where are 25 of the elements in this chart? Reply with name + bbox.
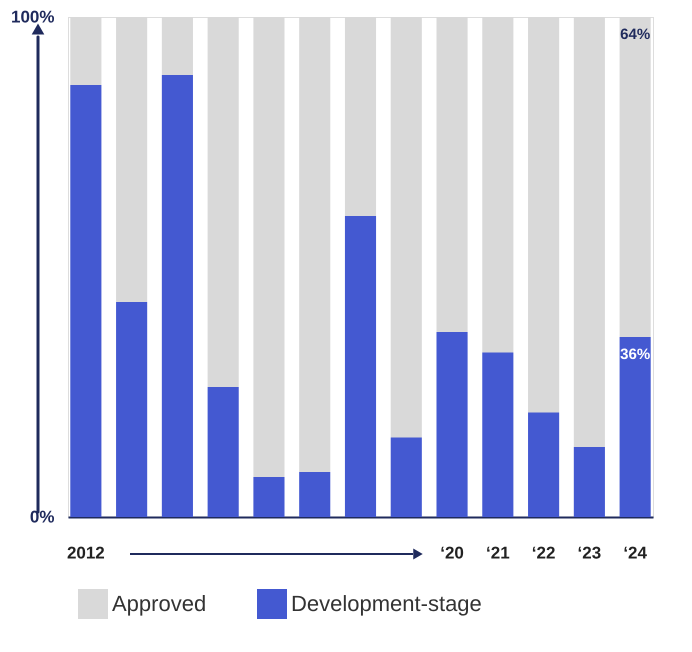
x-tick-label: ‘23 (578, 544, 602, 562)
legend-label: Approved (112, 591, 206, 616)
y-tick-label: 0% (30, 508, 54, 526)
bar (436, 332, 468, 517)
y-tick-label: 100% (11, 8, 54, 26)
bar (70, 85, 102, 517)
x-tick-label: ‘21 (486, 544, 510, 562)
legend-label: Development-stage (291, 591, 482, 616)
bar (162, 75, 193, 517)
bar (116, 302, 148, 517)
bar (253, 477, 285, 517)
x-tick-label: 2012 (66, 544, 105, 562)
x-tick-label: ‘22 (532, 544, 556, 562)
x-tick-label: ‘20 (440, 544, 464, 562)
bar (528, 412, 560, 517)
bar (208, 387, 239, 517)
bar (344, 216, 376, 517)
bar (390, 438, 422, 517)
bar (299, 472, 330, 517)
x-tick-label: ‘24 (623, 544, 648, 562)
bar (620, 337, 651, 517)
bar (574, 447, 605, 517)
data-label: 36% (620, 346, 650, 363)
data-label: 64% (620, 26, 650, 43)
bar (482, 352, 514, 517)
